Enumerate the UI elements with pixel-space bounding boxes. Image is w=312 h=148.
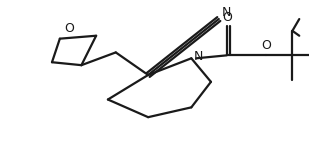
Text: O: O <box>223 11 232 24</box>
Text: O: O <box>65 22 75 35</box>
Text: O: O <box>261 39 271 52</box>
Text: N: N <box>193 50 203 63</box>
Text: N: N <box>222 6 231 19</box>
